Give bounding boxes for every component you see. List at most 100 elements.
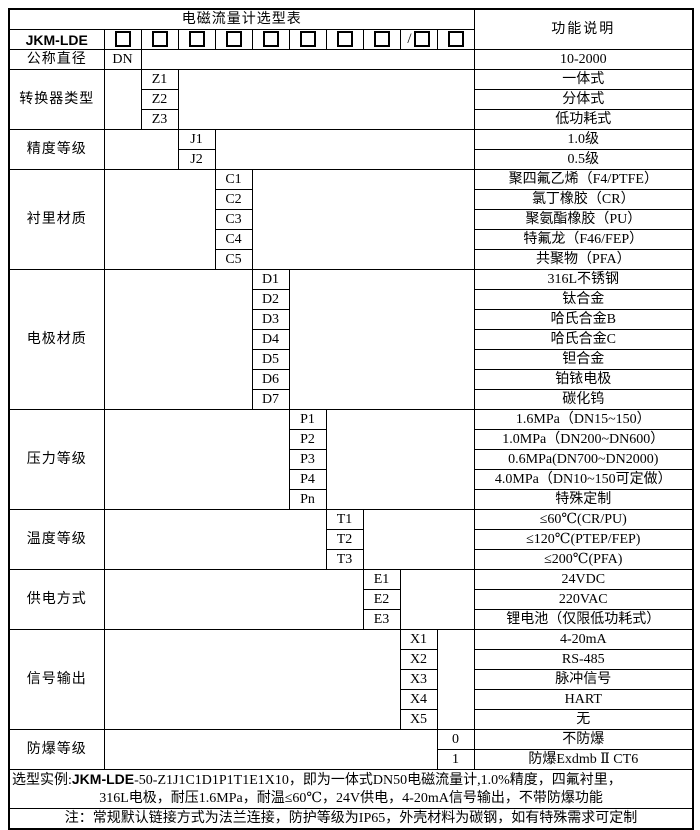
code-cell: J1 xyxy=(177,129,216,150)
desc-cell: 低功耗式 xyxy=(473,109,694,130)
checkbox-icon[interactable] xyxy=(262,31,279,48)
code-cell: X1 xyxy=(399,629,438,650)
desc-cell: 氯丁橡胶（CR） xyxy=(473,189,694,210)
table-row: 电极材质 D1 316L不锈钢 xyxy=(8,269,694,410)
category-label-accuracy: 精度等级 xyxy=(8,129,105,170)
code-cell: P2 xyxy=(288,429,327,450)
example-model: JKM-LDE xyxy=(71,771,135,787)
code-cell: C2 xyxy=(214,189,253,210)
empty-cell xyxy=(214,129,475,170)
desc-cell: 特殊定制 xyxy=(473,489,694,510)
table-row: D2 钛合金 xyxy=(9,289,694,310)
table-row: 精度等级 J1 1.0级 xyxy=(8,129,694,170)
empty-cell xyxy=(140,49,475,70)
category-label-pressure: 压力等级 xyxy=(8,409,105,510)
empty-cell xyxy=(103,569,364,630)
table-row: 衬里材质 C1 聚四氟乙烯（F4/PTFE） xyxy=(8,169,694,270)
code-cell: C4 xyxy=(214,229,253,250)
checkbox-cell-pressure xyxy=(288,29,327,50)
desc-cell: RS-485 xyxy=(473,649,694,670)
empty-cell xyxy=(325,409,475,510)
code-cell: Z3 xyxy=(140,109,179,130)
checkbox-icon[interactable] xyxy=(373,31,390,48)
empty-cell xyxy=(251,169,475,270)
table-row: X4 HART xyxy=(9,689,694,710)
example-cell: 选型实例:JKM-LDE-50-Z1J1C1D1P1T1E1X10，即为一体式D… xyxy=(8,769,694,809)
code-cell: D6 xyxy=(251,369,290,390)
desc-cell: HART xyxy=(473,689,694,710)
category-label-converter: 转换器类型 xyxy=(8,69,105,130)
table-row: 压力等级 P1 1.6MPa（DN15~150） xyxy=(8,409,694,510)
desc-cell: 220VAC xyxy=(473,589,694,610)
checkbox-icon[interactable] xyxy=(447,31,464,48)
empty-cell xyxy=(399,569,475,630)
code-cell: D3 xyxy=(251,309,290,330)
code-cell: E2 xyxy=(362,589,401,610)
checkbox-icon[interactable] xyxy=(151,31,168,48)
code-cell: E1 xyxy=(362,569,401,590)
category-label-power: 供电方式 xyxy=(8,569,105,630)
empty-cell xyxy=(103,729,438,770)
checkbox-cell-accuracy xyxy=(177,29,216,50)
category-label-explosion: 防爆等级 xyxy=(8,729,105,770)
code-cell: T2 xyxy=(325,529,364,550)
code-cell: X4 xyxy=(399,689,438,710)
code-cell: P3 xyxy=(288,449,327,470)
category-label-signal: 信号输出 xyxy=(8,629,105,730)
desc-cell: 无 xyxy=(473,709,694,730)
example-line1-rest: -50-Z1J1C1D1P1T1E1X10，即为一体式DN50电磁流量计,1.0… xyxy=(134,773,622,788)
table-row: C5 共聚物（PFA） xyxy=(9,249,694,270)
table-row: T3 ≤200℃(PFA) xyxy=(9,549,694,570)
desc-cell: 聚四氟乙烯（F4/PTFE） xyxy=(473,169,694,190)
code-cell: X3 xyxy=(399,669,438,690)
checkbox-icon[interactable] xyxy=(413,31,430,48)
table-row: P4 4.0MPa（DN10~150可定做） xyxy=(9,469,694,490)
selection-table: 电磁流量计选型表 功能说明 JKM-LDE / 公称直径 DN 10-2000 … xyxy=(8,8,695,830)
example-label: 选型实例: xyxy=(12,773,72,788)
desc-cell: 锂电池（仅限低功耗式） xyxy=(473,609,694,630)
code-cell: X5 xyxy=(399,709,438,730)
desc-cell: 聚氨酯橡胶（PU） xyxy=(473,209,694,230)
table-row: 防爆等级 0 不防爆 xyxy=(8,729,694,770)
code-cell: T3 xyxy=(325,549,364,570)
table-row: 温度等级 T1 ≤60℃(CR/PU) xyxy=(8,509,694,570)
desc-cell: ≤200℃(PFA) xyxy=(473,549,694,570)
checkbox-cell-converter xyxy=(140,29,179,50)
checkbox-cell-signal: / xyxy=(399,29,438,50)
code-cell: Pn xyxy=(288,489,327,510)
desc-cell: ≤120℃(PTEP/FEP) xyxy=(473,529,694,550)
note-row: 注：常规默认链接方式为法兰连接，防护等级为IP65，外壳材料为碳钢，如有特殊需求… xyxy=(8,808,694,830)
checkbox-icon[interactable] xyxy=(336,31,353,48)
category-label-diameter: 公称直径 xyxy=(8,49,105,70)
code-cell: C3 xyxy=(214,209,253,230)
checkbox-cell-electrode xyxy=(251,29,290,50)
table-row: D3 哈氏合金B xyxy=(9,309,694,330)
desc-cell: 共聚物（PFA） xyxy=(473,249,694,270)
checkbox-icon[interactable] xyxy=(114,31,131,48)
empty-cell xyxy=(288,269,475,410)
empty-cell xyxy=(103,629,401,730)
category-label-electrode: 电极材质 xyxy=(8,269,105,410)
code-cell: C5 xyxy=(214,249,253,270)
code-cell: D4 xyxy=(251,329,290,350)
desc-cell: 碳化钨 xyxy=(473,389,694,410)
slash-separator: / xyxy=(407,31,412,48)
code-cell: 0 xyxy=(436,729,475,750)
category-label-temperature: 温度等级 xyxy=(8,509,105,570)
desc-cell: 316L不锈钢 xyxy=(473,269,694,290)
checkbox-icon[interactable] xyxy=(225,31,242,48)
function-column-header: 功能说明 xyxy=(473,8,694,50)
table-row: P2 1.0MPa（DN200~DN600） xyxy=(9,429,694,450)
desc-cell: ≤60℃(CR/PU) xyxy=(473,509,694,530)
empty-cell xyxy=(103,69,142,130)
table-title: 电磁流量计选型表 xyxy=(8,8,475,30)
desc-cell: 钽合金 xyxy=(473,349,694,370)
checkbox-icon[interactable] xyxy=(188,31,205,48)
code-cell: E3 xyxy=(362,609,401,630)
checkbox-icon[interactable] xyxy=(299,31,316,48)
empty-cell xyxy=(177,69,475,130)
code-cell: X2 xyxy=(399,649,438,670)
code-cell: D1 xyxy=(251,269,290,290)
desc-cell: 4.0MPa（DN10~150可定做） xyxy=(473,469,694,490)
table-row: C2 氯丁橡胶（CR） xyxy=(9,189,694,210)
